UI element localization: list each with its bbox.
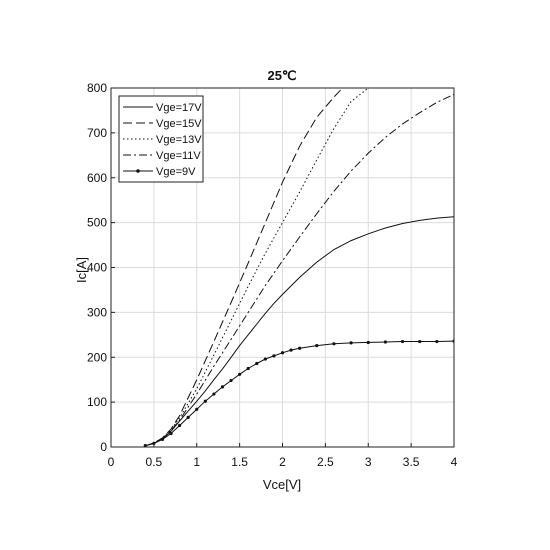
series-line-4 — [145, 93, 454, 447]
series-point — [255, 361, 259, 366]
y-tick-label: 700 — [87, 126, 107, 140]
series-point — [298, 346, 302, 350]
legend-label: Vge=15V — [156, 118, 202, 130]
x-tick-label: 3 — [365, 455, 372, 469]
series-point — [349, 341, 353, 345]
y-axis-ticks: 0 100 200 300 400 500 600 700 800 — [87, 81, 115, 454]
series-line-1 — [145, 216, 454, 447]
legend-label: Vge=17V — [156, 102, 202, 114]
series-point — [195, 407, 199, 411]
series-point — [383, 340, 387, 344]
x-tick-label: 1 — [193, 455, 200, 469]
series-line-2 — [145, 88, 343, 447]
series-point — [178, 423, 182, 428]
x-tick-label: 2 — [279, 455, 286, 469]
y-axis-label: Ic[A] — [74, 257, 89, 283]
series-point — [289, 348, 293, 352]
series-point — [418, 339, 422, 344]
series-point — [238, 372, 242, 376]
series-point — [332, 342, 336, 346]
x-axis-ticks: 0 0.5 1 1.5 2 2.5 3 3.5 4 — [108, 443, 458, 469]
series-line-5 — [145, 340, 454, 447]
legend-label: Vge=9V — [156, 166, 196, 178]
legend: Vge=17V Vge=15V Vge=13V Vge=11V Vge=9V — [118, 95, 204, 183]
series-point — [229, 378, 233, 383]
x-tick-label: 0 — [108, 455, 115, 469]
x-tick-label: 3.5 — [403, 455, 420, 469]
series-point — [263, 357, 267, 361]
y-tick-label: 100 — [87, 395, 107, 409]
y-tick-label: 500 — [87, 216, 107, 230]
series-point — [169, 431, 173, 436]
series-point — [366, 340, 370, 345]
y-tick-label: 600 — [87, 171, 107, 185]
series-point — [143, 444, 147, 447]
series-point — [203, 399, 207, 403]
y-tick-label: 200 — [87, 350, 107, 364]
y-tick-label: 300 — [87, 305, 107, 319]
series-point — [220, 385, 225, 389]
series-point — [280, 351, 285, 355]
series-point — [212, 392, 216, 396]
x-tick-label: 2.5 — [317, 455, 334, 469]
chart-title: 25℃ — [267, 68, 296, 83]
x-axis-label: Vce[V] — [263, 477, 301, 492]
legend-marker — [136, 169, 140, 173]
series-point — [160, 437, 165, 441]
series-point — [400, 339, 405, 344]
x-tick-label: 0.5 — [146, 455, 163, 469]
series-point — [186, 415, 190, 419]
legend-label: Vge=13V — [156, 134, 202, 146]
series-point — [435, 339, 439, 344]
x-tick-label: 1.5 — [231, 455, 248, 469]
series-point — [315, 343, 319, 348]
y-tick-label: 0 — [100, 440, 107, 454]
series-point — [246, 366, 250, 371]
series-line-3 — [145, 88, 369, 447]
legend-box — [118, 95, 204, 183]
y-tick-label: 400 — [87, 261, 107, 275]
x-tick-label: 4 — [451, 455, 458, 469]
series-point — [272, 354, 276, 358]
series-lines — [143, 88, 454, 447]
y-tick-label: 800 — [87, 81, 107, 95]
legend-label: Vge=11V — [156, 150, 201, 162]
